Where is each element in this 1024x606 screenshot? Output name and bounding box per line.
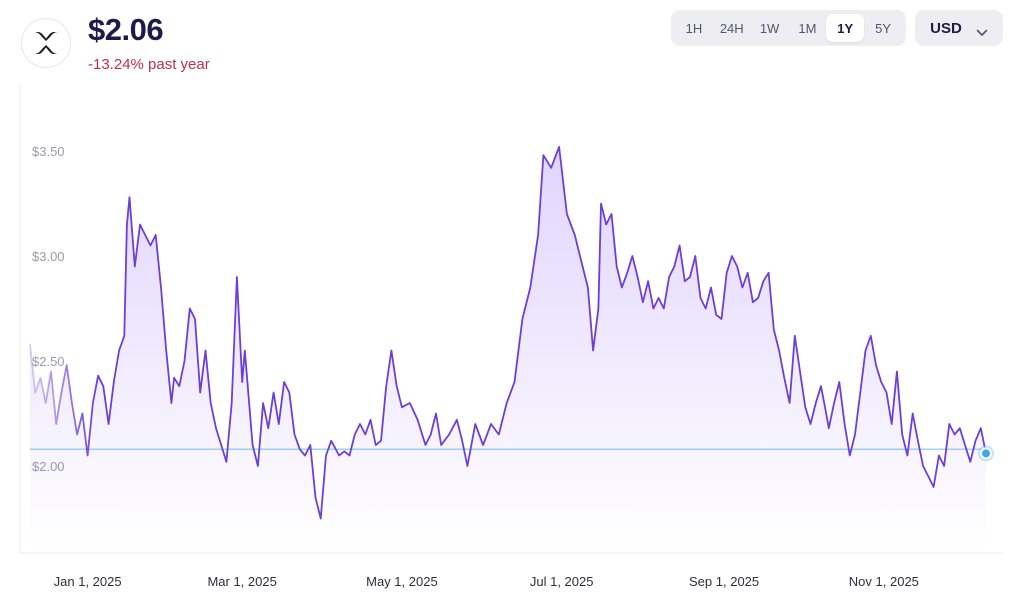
range-button-1h[interactable]: 1H — [685, 20, 703, 36]
time-range-selector: 1H 24H 1W 1M 1Y 5Y — [671, 10, 906, 46]
y-tick-label: $3.50 — [32, 144, 65, 159]
price-area — [30, 146, 986, 554]
range-button-5y[interactable]: 5Y — [875, 20, 891, 36]
current-point-marker — [980, 447, 992, 460]
range-button-1m[interactable]: 1M — [798, 20, 817, 36]
x-tick-label: Jan 1, 2025 — [54, 574, 122, 589]
x-tick-label: Jul 1, 2025 — [530, 574, 594, 589]
chevron-down-icon — [976, 24, 988, 36]
range-button-24h[interactable]: 24H — [719, 20, 744, 36]
currency-select[interactable]: USD — [915, 10, 1003, 46]
range-button-1y[interactable]: 1Y — [826, 14, 865, 42]
y-tick-label: $3.00 — [32, 249, 65, 264]
xrp-x-icon — [30, 30, 62, 56]
xrp-logo — [21, 18, 71, 68]
x-tick-label: May 1, 2025 — [366, 574, 438, 589]
range-button-1w[interactable]: 1W — [759, 20, 780, 36]
price-change: -13.24% past year — [88, 56, 210, 73]
y-tick-label: $2.50 — [32, 354, 65, 369]
currency-label: USD — [930, 19, 962, 37]
x-tick-label: Sep 1, 2025 — [689, 574, 759, 589]
x-tick-label: Nov 1, 2025 — [849, 574, 919, 589]
x-tick-label: Mar 1, 2025 — [207, 574, 276, 589]
price-line — [29, 145, 987, 520]
current-price: $2.06 — [88, 12, 164, 47]
